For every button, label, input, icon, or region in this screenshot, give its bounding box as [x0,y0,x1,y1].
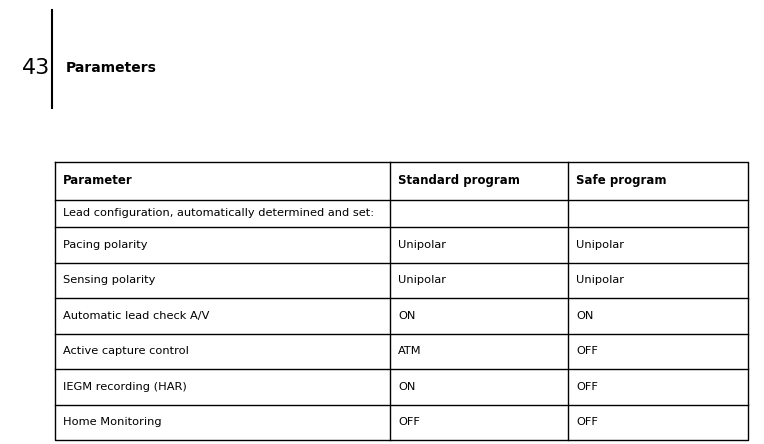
Text: ON: ON [398,382,416,392]
Text: OFF: OFF [398,417,420,427]
Text: OFF: OFF [576,346,598,357]
Text: Unipolar: Unipolar [398,240,446,250]
Text: Automatic lead check A/V: Automatic lead check A/V [63,311,209,321]
Text: ON: ON [398,311,416,321]
Text: Home Monitoring: Home Monitoring [63,417,162,427]
Text: OFF: OFF [576,417,598,427]
Text: 43: 43 [22,58,50,78]
Text: Parameters: Parameters [66,61,157,75]
Text: ATM: ATM [398,346,422,357]
Text: IEGM recording (HAR): IEGM recording (HAR) [63,382,186,392]
Text: Active capture control: Active capture control [63,346,189,357]
Text: Unipolar: Unipolar [576,275,624,285]
Text: Unipolar: Unipolar [576,240,624,250]
Text: Lead configuration, automatically determined and set:: Lead configuration, automatically determ… [63,208,374,218]
Text: OFF: OFF [576,382,598,392]
Text: Standard program: Standard program [398,174,520,187]
Text: ON: ON [576,311,594,321]
Text: Parameter: Parameter [63,174,133,187]
Text: Sensing polarity: Sensing polarity [63,275,155,285]
Text: Pacing polarity: Pacing polarity [63,240,147,250]
Text: Safe program: Safe program [576,174,666,187]
Text: Unipolar: Unipolar [398,275,446,285]
